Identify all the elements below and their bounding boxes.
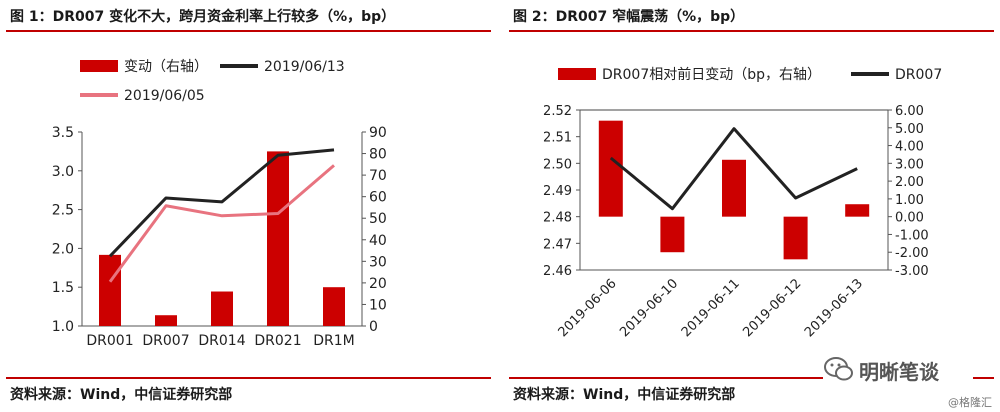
chart2-category-label: 2019-06-11 bbox=[679, 276, 743, 340]
chart2-right-tick-label: 0.00 bbox=[895, 211, 924, 226]
chart1-left-tick-label: 3.5 bbox=[52, 125, 74, 141]
chart1-legend-label: 2019/06/13 bbox=[264, 59, 345, 75]
chart1-bar bbox=[155, 315, 177, 326]
chart1-left-tick-label: 2.5 bbox=[52, 203, 74, 219]
chart2-right-tick-label: -1.00 bbox=[895, 228, 929, 243]
chart2-right-tick-label: 2.00 bbox=[895, 175, 924, 190]
watermark-logo-text: 明晰笔谈 bbox=[859, 360, 939, 384]
chart2-right-tick-label: 4.00 bbox=[895, 140, 924, 155]
chart1-left-tick-label: 1.0 bbox=[52, 319, 74, 335]
chart1-category-label: DR1M bbox=[313, 333, 355, 349]
chart2-left-tick-label: 2.50 bbox=[543, 157, 572, 172]
chart2-bar bbox=[660, 216, 685, 253]
chart2-category-label: 2019-06-13 bbox=[802, 276, 866, 340]
chart1-right-tick-label: 10 bbox=[369, 297, 387, 313]
chart1-category-label: DR007 bbox=[142, 333, 189, 349]
chart2-category-label: 2019-06-12 bbox=[740, 276, 804, 340]
chart1-right-tick-label: 20 bbox=[369, 276, 387, 292]
figure-2-bottom-rule bbox=[509, 377, 994, 379]
chart2-category-label: 2019-06-10 bbox=[617, 276, 681, 340]
chart1-right-tick-label: 80 bbox=[369, 147, 387, 163]
chart2-right-tick-label: 5.00 bbox=[895, 122, 924, 137]
chart1-legend-label: 变动（右轴） bbox=[124, 59, 208, 75]
chart1-bar bbox=[267, 151, 289, 326]
chart1-bar bbox=[211, 291, 233, 326]
chart2-left-tick-label: 2.48 bbox=[543, 211, 572, 226]
chart2-legend-swatch bbox=[558, 68, 596, 80]
chart1-left-tick-label: 2.0 bbox=[52, 241, 74, 257]
chart2-left-tick-label: 2.49 bbox=[543, 184, 572, 199]
figure-1-title: 图 1：DR007 变化不大，跨月资金利率上行较多（%，bp） bbox=[10, 9, 396, 25]
wechat-icon bbox=[824, 357, 853, 381]
chart2-right-tick-label: -2.00 bbox=[895, 246, 929, 261]
chart1-right-tick-label: 30 bbox=[369, 254, 387, 270]
chart1-right-tick-label: 60 bbox=[369, 190, 387, 206]
figure-1-bottom-rule bbox=[6, 377, 491, 379]
chart1-legend-label: 2019/06/05 bbox=[124, 88, 205, 104]
figure-2-panel: 图 2：DR007 窄幅震荡（%，bp） 2.46 2.47 2.48 2.49 2.5… bbox=[503, 0, 1000, 412]
chart2-bar bbox=[783, 216, 808, 260]
figure-1-top-rule bbox=[6, 30, 491, 32]
chart1-category-label: DR021 bbox=[254, 333, 301, 349]
figure-2-source: 资料来源：Wind，中信证券研究部 bbox=[513, 387, 736, 403]
chart2-left-tick-label: 2.47 bbox=[543, 237, 572, 252]
watermark-logo: 明晰笔谈 bbox=[823, 354, 973, 384]
figure-2-top-rule bbox=[509, 30, 994, 32]
chart2-series-line bbox=[609, 127, 858, 211]
chart1-right-tick-label: 90 bbox=[369, 125, 387, 141]
chart1-bar bbox=[323, 287, 345, 326]
chart2-right-tick-label: 6.00 bbox=[895, 104, 924, 119]
chart2-bar bbox=[722, 159, 746, 217]
figure-1-source: 资料来源：Wind，中信证券研究部 bbox=[10, 387, 233, 403]
chart1-right-tick-label: 50 bbox=[369, 211, 387, 227]
chart1-bar bbox=[99, 254, 121, 326]
chart2-right-tick-label: -3.00 bbox=[895, 264, 929, 279]
chart1-right-tick-label: 70 bbox=[369, 168, 387, 184]
chart2-bar bbox=[598, 120, 623, 217]
chart2-left-tick-label: 2.51 bbox=[543, 131, 572, 146]
chart1-right-tick-label: 0 bbox=[369, 319, 378, 335]
chart1-category-label: DR001 bbox=[86, 333, 133, 349]
chart2-legend-label: DR007相对前日变动（bp，右轴） bbox=[602, 66, 821, 83]
chart1-left-tick-label: 1.5 bbox=[52, 280, 74, 296]
figure-1-panel: 图 1：DR007 变化不大，跨月资金利率上行较多（%，bp） 1.0 1.5 2.… bbox=[0, 0, 497, 412]
chart1-left-tick-label: 3.0 bbox=[52, 164, 74, 180]
figure-2-chart: 2.46 2.47 2.48 2.49 2.50 2.51 2.52 -3.00 -2.00 -1… bbox=[543, 66, 942, 340]
chart2-right-tick-label: 1.00 bbox=[895, 193, 924, 208]
chart2-left-tick-label: 2.46 bbox=[543, 264, 572, 279]
figure-2-title: 图 2：DR007 窄幅震荡（%，bp） bbox=[513, 9, 745, 25]
chart1-category-label: DR014 bbox=[198, 333, 245, 349]
chart2-category-label: 2019-06-06 bbox=[556, 276, 620, 340]
chart1-series-line bbox=[108, 164, 335, 283]
chart2-legend-label: DR007 bbox=[895, 67, 942, 83]
chart2-left-tick-label: 2.52 bbox=[543, 104, 572, 119]
chart1-legend-swatch bbox=[80, 60, 118, 72]
chart2-right-tick-label: 3.00 bbox=[895, 157, 924, 172]
watermark-credit: @格隆汇 bbox=[948, 394, 992, 410]
chart2-bar bbox=[845, 204, 870, 217]
chart1-series-line bbox=[108, 148, 335, 258]
chart1-right-tick-label: 40 bbox=[369, 233, 387, 249]
figure-1-chart: 1.0 1.5 2.0 2.5 3.0 3.5 0 10 20 30 40 50 60 70 80 90 DR0… bbox=[52, 59, 387, 349]
